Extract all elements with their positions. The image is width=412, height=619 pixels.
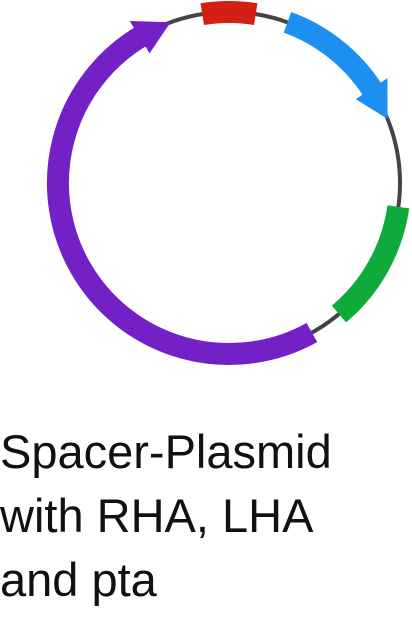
purple-arrow-arrowhead <box>129 21 171 54</box>
caption-line-2: with RHA, LHA <box>0 489 314 542</box>
plasmid-features <box>46 1 410 366</box>
green-segment <box>331 205 410 323</box>
caption-line-1: Spacer-Plasmid <box>0 425 332 478</box>
blue-arrow <box>283 11 388 119</box>
diagram-caption: Spacer-Plasmid with RHA, LHA and pta <box>0 420 412 612</box>
blue-arrow-arrowhead <box>355 78 388 119</box>
plasmid-map <box>46 1 410 366</box>
purple-arrow <box>46 21 318 366</box>
purple-arrow-body <box>46 26 318 366</box>
red-segment <box>200 1 258 26</box>
green-segment-body <box>331 205 410 323</box>
caption-line-3: and pta <box>0 553 157 606</box>
blue-arrow-body <box>283 11 382 97</box>
red-segment-body <box>200 1 258 26</box>
